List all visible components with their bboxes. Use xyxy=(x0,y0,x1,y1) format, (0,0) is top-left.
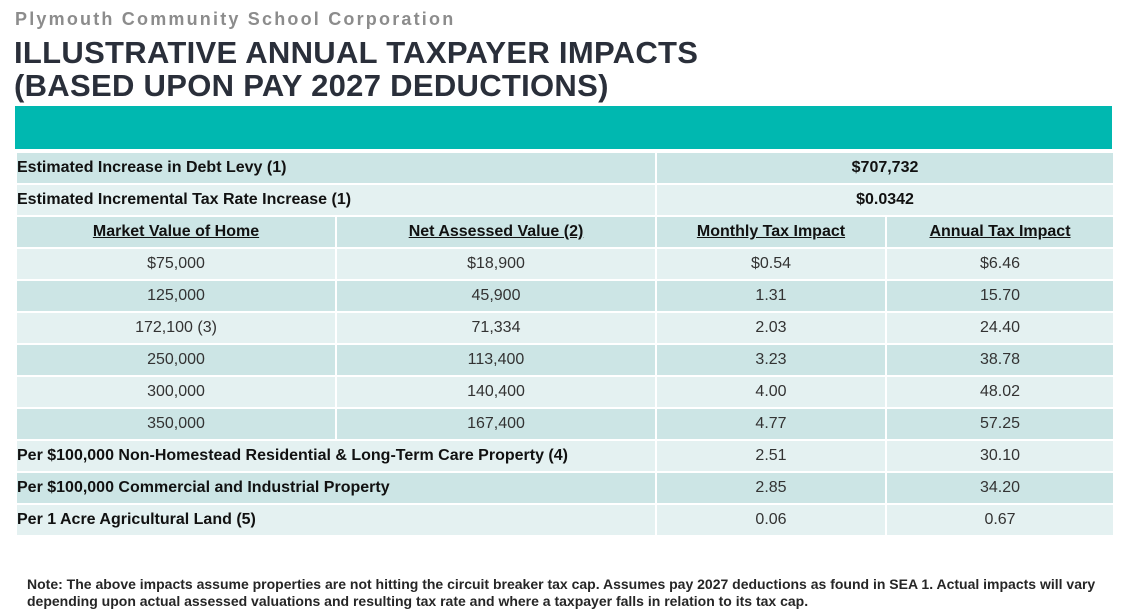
property-type-label: Per $100,000 Non-Homestead Residential &… xyxy=(15,439,657,473)
table-cell: 1.31 xyxy=(655,279,887,313)
table-cell: 125,000 xyxy=(15,279,337,313)
column-header-row: Market Value of Home Net Assessed Value … xyxy=(15,215,1116,249)
table-cell: 71,334 xyxy=(335,311,657,345)
property-type-label: Per 1 Acre Agricultural Land (5) xyxy=(15,503,657,537)
organization-name: Plymouth Community School Corporation xyxy=(15,9,456,29)
summary-label: Estimated Increase in Debt Levy (1) xyxy=(15,151,657,185)
title-line-2: (BASED UPON PAY 2027 DEDUCTIONS) xyxy=(14,68,609,103)
title-line-1: ILLUSTRATIVE ANNUAL TAXPAYER IMPACTS xyxy=(14,35,699,70)
table-cell: 140,400 xyxy=(335,375,657,409)
column-header: Monthly Tax Impact xyxy=(655,215,887,249)
summary-label: Estimated Incremental Tax Rate Increase … xyxy=(15,183,657,217)
table-cell: 15.70 xyxy=(884,279,1116,313)
summary-row: Estimated Increase in Debt Levy (1) $707… xyxy=(15,151,1116,185)
table-row: 172,100 (3) 71,334 2.03 24.40 xyxy=(15,311,1116,345)
annual-impact: 0.67 xyxy=(884,503,1116,537)
summary-row: Estimated Incremental Tax Rate Increase … xyxy=(15,183,1116,217)
table-cell: 2.03 xyxy=(655,311,887,345)
table-cell: $6.46 xyxy=(884,247,1116,281)
annual-impact: 30.10 xyxy=(884,439,1116,473)
property-type-row: Per $100,000 Commercial and Industrial P… xyxy=(15,471,1116,505)
table-cell: 172,100 (3) xyxy=(15,311,337,345)
table-cell: $75,000 xyxy=(15,247,337,281)
column-header: Annual Tax Impact xyxy=(884,215,1116,249)
property-type-label: Per $100,000 Commercial and Industrial P… xyxy=(15,471,657,505)
table-cell: 113,400 xyxy=(335,343,657,377)
property-type-row: Per $100,000 Non-Homestead Residential &… xyxy=(15,439,1116,473)
table-row: 125,000 45,900 1.31 15.70 xyxy=(15,279,1116,313)
column-header: Market Value of Home xyxy=(15,215,337,249)
table-cell: 350,000 xyxy=(15,407,337,441)
monthly-impact: 0.06 xyxy=(655,503,887,537)
table-cell: 4.77 xyxy=(655,407,887,441)
column-header: Net Assessed Value (2) xyxy=(335,215,657,249)
table-cell: $0.54 xyxy=(655,247,887,281)
table-cell: 4.00 xyxy=(655,375,887,409)
table-cell: 300,000 xyxy=(15,375,337,409)
taxpayer-impact-table: Estimated Increase in Debt Levy (1) $707… xyxy=(15,151,1116,537)
summary-value: $0.0342 xyxy=(654,183,1116,217)
annual-impact: 34.20 xyxy=(884,471,1116,505)
monthly-impact: 2.85 xyxy=(655,471,887,505)
table-cell: 3.23 xyxy=(655,343,887,377)
property-type-row: Per 1 Acre Agricultural Land (5) 0.06 0.… xyxy=(15,503,1116,537)
table-row: 300,000 140,400 4.00 48.02 xyxy=(15,375,1116,409)
table-row: 250,000 113,400 3.23 38.78 xyxy=(15,343,1116,377)
table-cell: 250,000 xyxy=(15,343,337,377)
table-cell: 45,900 xyxy=(335,279,657,313)
table-cell: 57.25 xyxy=(884,407,1116,441)
monthly-impact: 2.51 xyxy=(655,439,887,473)
table-cell: 48.02 xyxy=(884,375,1116,409)
summary-value: $707,732 xyxy=(654,151,1116,185)
footnote: Note: The above impacts assume propertie… xyxy=(27,576,1096,609)
table-cell: 38.78 xyxy=(884,343,1116,377)
page-title: ILLUSTRATIVE ANNUAL TAXPAYER IMPACTS (BA… xyxy=(14,36,698,102)
table-banner xyxy=(15,106,1112,149)
table-row: 350,000 167,400 4.77 57.25 xyxy=(15,407,1116,441)
table-cell: $18,900 xyxy=(335,247,657,281)
table-cell: 24.40 xyxy=(884,311,1116,345)
table-row: $75,000 $18,900 $0.54 $6.46 xyxy=(15,247,1116,281)
table-cell: 167,400 xyxy=(335,407,657,441)
